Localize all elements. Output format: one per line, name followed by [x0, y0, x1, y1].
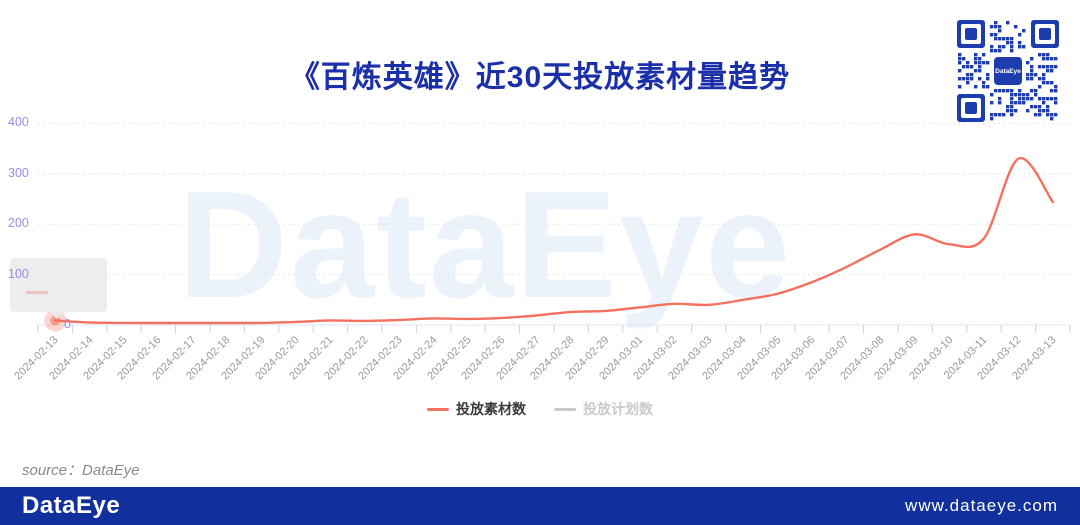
y-axis-label: 300 — [8, 165, 29, 180]
qr-pattern — [957, 20, 1059, 122]
y-axis-label: 100 — [8, 266, 29, 281]
qr-code: DataEye — [957, 20, 1059, 122]
legend-line-icon — [427, 407, 449, 411]
legend-line-icon — [554, 407, 576, 411]
source-credit: source：DataEye — [22, 462, 140, 479]
y-axis-label: 200 — [8, 216, 29, 231]
legend-item-plan-count[interactable]: 投放计划数 — [554, 399, 653, 419]
legend-label: 投放计划数 — [583, 401, 653, 417]
line-plot-canvas — [37, 122, 1071, 333]
tooltip — [10, 258, 107, 319]
footer-url[interactable]: www.dataeye.com — [905, 496, 1058, 515]
dataeye-watermark-text: DataEye — [178, 160, 792, 330]
qr-center-logo: DataEye — [992, 55, 1024, 87]
legend-label: 投放素材数 — [456, 401, 526, 417]
chart-title: 《百炼英雄》近30天投放素材量趋势 — [289, 61, 791, 94]
legend-item-material-count[interactable]: 投放素材数 — [427, 399, 526, 419]
footer-bar: DataEye www.dataeye.com — [0, 487, 1080, 525]
y-axis-label: 400 — [8, 115, 29, 130]
tooltip-series-dash-icon — [26, 291, 48, 294]
legend: 投放素材数 投放计划数 — [0, 399, 1080, 419]
qr-logo-label: DataEye — [995, 67, 1021, 75]
y-axis-label: 0 — [64, 317, 71, 331]
footer-logo: DataEye — [22, 492, 121, 519]
trend-line-投放素材数 — [54, 157, 1054, 325]
